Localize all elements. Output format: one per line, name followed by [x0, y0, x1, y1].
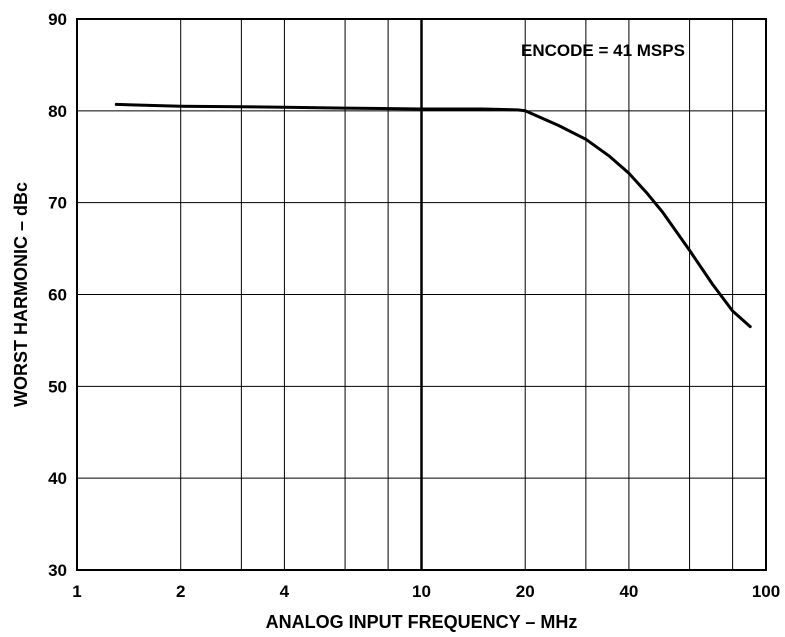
y-tick-label: 30	[48, 561, 67, 580]
y-axis-title: WORST HARMONIC – dBc	[11, 182, 31, 407]
y-tick-label: 70	[48, 194, 67, 213]
tick-labels: 30 40 50 60 70 80 90 1 2 4 10 20 40 100	[48, 10, 780, 601]
x-tick-label: 40	[619, 582, 638, 601]
series-line	[114, 102, 752, 329]
x-axis-title: ANALOG INPUT FREQUENCY – MHz	[266, 612, 578, 632]
x-tick-label: 1	[72, 582, 81, 601]
x-tick-label: 4	[280, 582, 290, 601]
y-tick-label: 80	[48, 102, 67, 121]
y-tick-label: 40	[48, 469, 67, 488]
grid	[77, 19, 766, 570]
encode-annotation: ENCODE = 41 MSPS	[521, 41, 685, 60]
y-tick-label: 90	[48, 10, 67, 29]
y-tick-label: 60	[48, 286, 67, 305]
x-tick-label: 2	[176, 582, 185, 601]
x-tick-label: 20	[516, 582, 535, 601]
series-layer	[114, 102, 752, 329]
x-tick-label: 10	[412, 582, 431, 601]
y-tick-label: 50	[48, 377, 67, 396]
x-tick-label: 100	[752, 582, 780, 601]
plot-frame	[76, 18, 767, 571]
